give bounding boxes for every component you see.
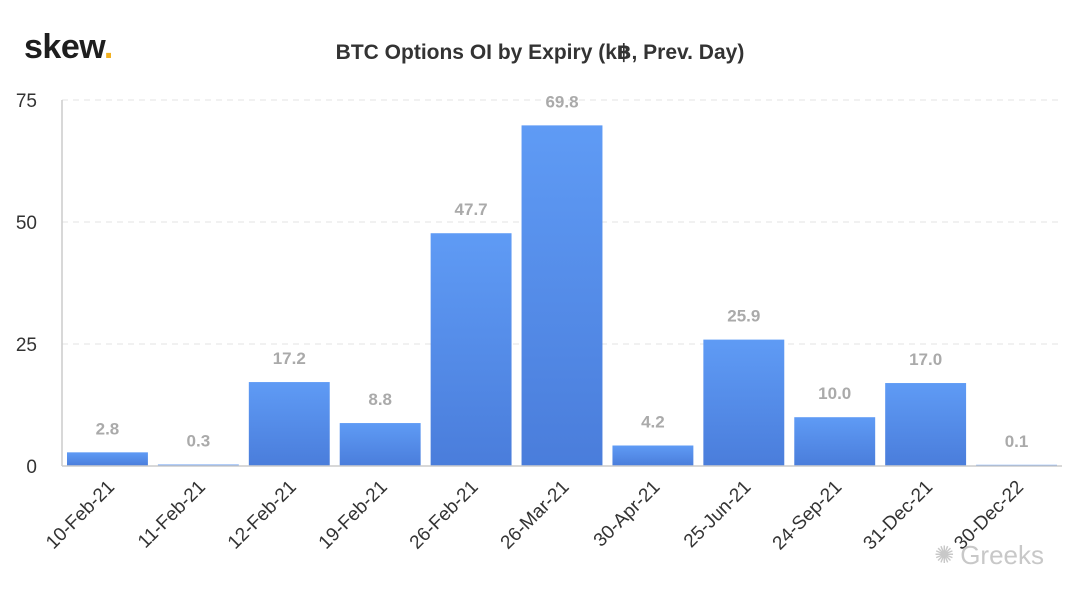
x-tick-label: 30-Apr-21 [590, 477, 665, 552]
bar-12-Feb-21 [248, 382, 330, 466]
bar-31-Dec-21 [885, 383, 967, 466]
value-label: 0.3 [187, 432, 211, 451]
value-label: 17.2 [273, 349, 306, 368]
value-labels: 2.8 0.3 17.2 8.8 47.7 69.8 4.2 25.9 10.0 17.0 0.1 [96, 92, 1029, 450]
value-label: 25.9 [727, 307, 760, 326]
value-label: 47.7 [455, 200, 488, 219]
bar-26-Mar-21 [521, 125, 603, 466]
bar-10-Feb-21 [67, 452, 148, 466]
watermark-text: Greeks [960, 540, 1044, 570]
bars [67, 125, 1057, 466]
bar-26-Feb-21 [430, 233, 512, 466]
y-tick-label: 75 [16, 91, 37, 112]
y-tick-label: 25 [16, 335, 37, 356]
x-tick-label: 26-Feb-21 [406, 477, 483, 554]
value-label: 17.0 [909, 350, 942, 369]
x-tick-label: 26-Mar-21 [497, 477, 574, 554]
y-tick-label: 50 [16, 213, 37, 234]
x-tick-label: 25-Jun-21 [680, 477, 755, 552]
x-tick-label: 31-Dec-21 [860, 477, 938, 555]
bar-25-Jun-21 [703, 339, 785, 466]
value-label: 8.8 [368, 390, 392, 409]
y-tick-label: 0 [26, 457, 37, 478]
x-tick-label: 19-Feb-21 [315, 477, 392, 554]
bar-24-Sep-21 [794, 417, 876, 466]
skew-logo: skew. [24, 28, 113, 66]
value-label: 10.0 [818, 384, 851, 403]
chart-title: BTC Options OI by Expiry (k฿, Prev. Day) [335, 41, 745, 64]
value-label: 4.2 [641, 413, 665, 432]
x-tick-label: 12-Feb-21 [224, 477, 301, 554]
value-label: 2.8 [96, 419, 120, 438]
bar-19-Feb-21 [339, 423, 421, 466]
wechat-icon: ✺ [934, 542, 955, 569]
x-tick-label: 11-Feb-21 [134, 477, 210, 553]
x-tick-label: 24-Sep-21 [769, 477, 847, 555]
x-tick-label: 10-Feb-21 [42, 477, 119, 554]
bar-30-Apr-21 [612, 445, 694, 466]
value-label: 69.8 [545, 92, 578, 111]
value-label: 0.1 [1005, 432, 1029, 451]
watermark: ✺ Greeks [934, 540, 1044, 571]
